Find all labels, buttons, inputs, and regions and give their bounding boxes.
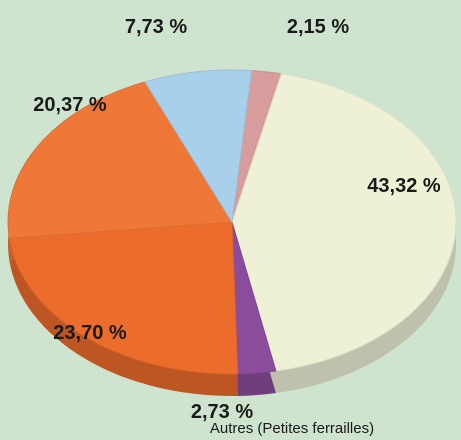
value-label: 20,37 % [33,94,107,116]
value-label: 7,73 % [125,16,187,38]
page: {"chart_data": {"type": "pie", "categori… [0,0,461,440]
chart: 2,15 %43,32 %2,73 %23,70 %20,37 %7,73 %A… [0,0,461,440]
value-label: 2,15 % [287,16,349,38]
value-label: 23,70 % [53,322,127,344]
slice [9,222,237,374]
category-label: Autres (Petites ferrailles) [210,420,374,437]
value-label: 43,32 % [367,175,441,197]
